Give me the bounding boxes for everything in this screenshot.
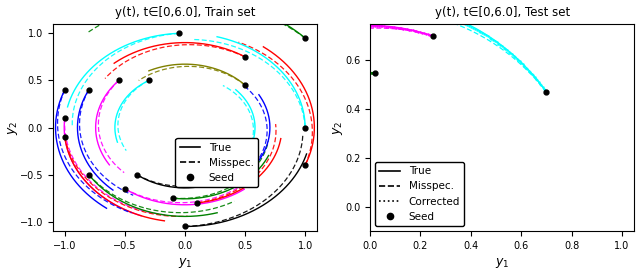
Legend: True, Misspec., Corrected, Seed: True, Misspec., Corrected, Seed [375, 162, 464, 226]
X-axis label: $y_1$: $y_1$ [178, 256, 192, 270]
Title: y(t), t∈[0,6.0], Test set: y(t), t∈[0,6.0], Test set [435, 6, 570, 18]
Y-axis label: $y_2$: $y_2$ [6, 120, 20, 135]
X-axis label: $y_1$: $y_1$ [495, 256, 509, 270]
Legend: True, Misspec., Seed: True, Misspec., Seed [175, 138, 258, 187]
Y-axis label: $y_2$: $y_2$ [331, 120, 345, 135]
Title: y(t), t∈[0,6.0], Train set: y(t), t∈[0,6.0], Train set [115, 6, 255, 18]
